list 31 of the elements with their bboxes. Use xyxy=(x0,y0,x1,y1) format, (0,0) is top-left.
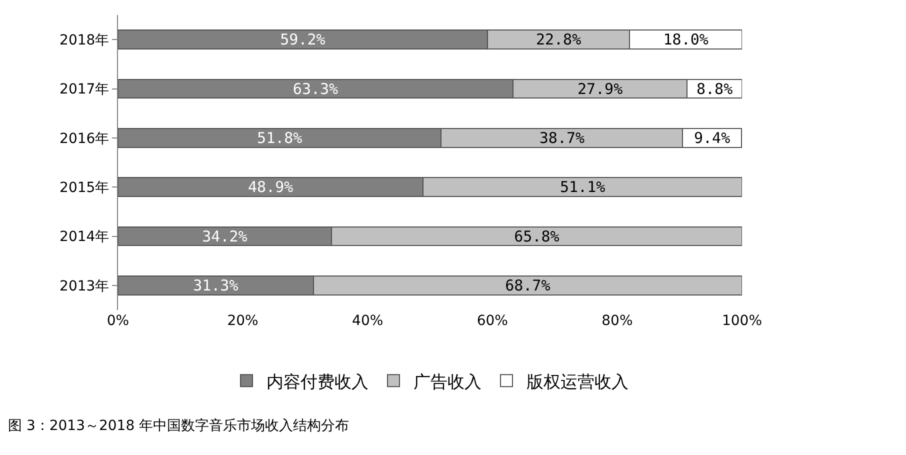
y-tick-label: 2016年 xyxy=(60,130,110,147)
y-tick-label: 2014年 xyxy=(60,229,110,246)
x-tick-label: 20% xyxy=(227,313,258,329)
data-label: 9.4% xyxy=(694,128,730,147)
x-tick-label: 40% xyxy=(352,313,384,329)
data-label: 22.8% xyxy=(536,30,582,49)
data-label: 8.8% xyxy=(696,80,733,98)
legend-label: 内容付费收入 xyxy=(266,372,368,392)
data-label: 65.8% xyxy=(514,227,560,246)
y-tick-label: 2015年 xyxy=(60,180,110,196)
data-label: 59.2% xyxy=(280,30,326,49)
legend-label: 广告收入 xyxy=(414,372,482,392)
data-label: 63.3% xyxy=(292,80,338,98)
x-tick-label: 80% xyxy=(602,313,633,329)
x-tick-label: 100% xyxy=(722,313,762,329)
data-label: 27.9% xyxy=(577,80,623,98)
data-label: 68.7% xyxy=(505,276,550,294)
x-tick-label: 60% xyxy=(476,313,508,329)
y-tick-label: 2018年 xyxy=(60,32,110,48)
y-tick-label: 2013年 xyxy=(60,278,110,294)
data-label: 48.9% xyxy=(248,178,294,196)
x-tick-label: 0% xyxy=(106,313,130,329)
data-label: 51.1% xyxy=(560,178,606,196)
data-label: 31.3% xyxy=(193,276,238,294)
y-tick-label: 2017年 xyxy=(60,82,110,98)
data-label: 51.8% xyxy=(257,128,302,147)
caption: 图 3：2013～2018 年中国数字音乐市场收入结构分布 xyxy=(8,418,350,434)
data-label: 38.7% xyxy=(539,128,585,147)
legend-label: 版权运营收入 xyxy=(526,372,628,392)
data-label: 18.0% xyxy=(663,30,708,49)
data-label: 34.2% xyxy=(202,227,248,246)
